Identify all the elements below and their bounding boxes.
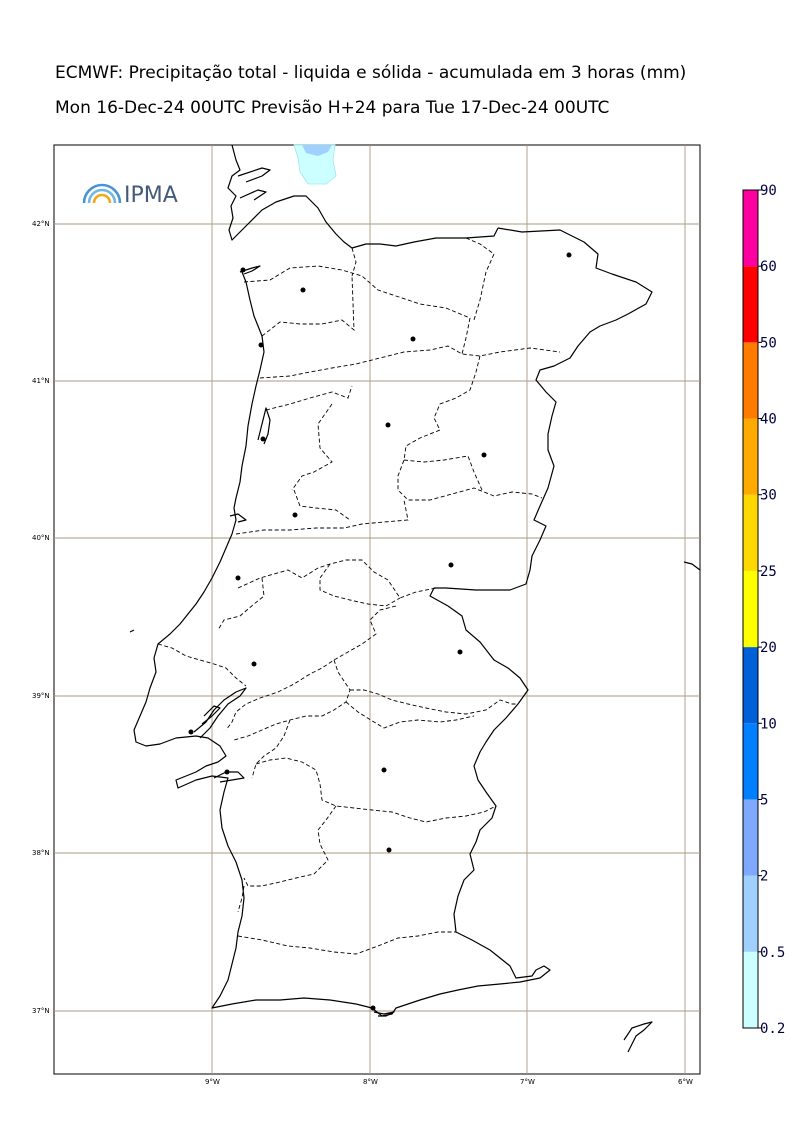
station-dot	[224, 769, 230, 775]
mondego-mouth	[229, 513, 247, 523]
lat-label-39: 39°N	[32, 692, 50, 700]
station-dot	[457, 649, 463, 655]
sado-estuary	[213, 771, 245, 783]
colorbar-segment	[743, 647, 758, 724]
lat-label-41: 41°N	[32, 377, 50, 385]
aveiro-lagoon	[257, 407, 271, 445]
lat-label-42: 42°N	[32, 220, 50, 228]
station-dot	[235, 575, 241, 581]
colorbar-label: 30	[760, 488, 777, 504]
colorbar-segment	[743, 342, 758, 419]
colorbar-segment	[743, 570, 758, 648]
colorbar-label: 0.5	[760, 945, 785, 961]
station-dot	[385, 422, 391, 428]
faro-ria	[373, 1011, 395, 1017]
graticule	[54, 145, 700, 1074]
tejo-estuary	[193, 687, 247, 739]
logo-text: IPMA	[124, 183, 178, 208]
colorbar-label: 10	[760, 716, 777, 732]
station-dot	[370, 1005, 376, 1011]
colorbar-label: 5	[760, 792, 768, 808]
station-dot	[258, 342, 264, 348]
lon-label-9w: 9°W	[205, 1078, 220, 1086]
colorbar-segment	[743, 723, 758, 800]
station-dot	[251, 661, 257, 667]
precipitation-area	[293, 144, 337, 185]
colorbar-segment	[743, 799, 758, 876]
colorbar-segment	[743, 951, 758, 1028]
ipma-logo: IPMA	[82, 183, 178, 208]
district-borders	[157, 237, 561, 955]
galicia-ria	[237, 167, 271, 183]
rainbow-arcs-icon	[82, 183, 122, 204]
station-dot	[300, 287, 306, 293]
colorbar-label: 2	[760, 869, 768, 885]
station-dot	[292, 512, 298, 518]
colorbar-segment	[743, 875, 758, 952]
station-dot	[566, 252, 572, 258]
station-dot	[381, 767, 387, 773]
galicia-coast	[227, 144, 499, 249]
colorbar-label: 90	[760, 183, 777, 199]
lon-label-6w: 6°W	[678, 1078, 693, 1086]
guadiana-mouth	[623, 1021, 653, 1053]
lat-label-40: 40°N	[32, 534, 50, 542]
stations	[188, 252, 572, 1011]
colorbar-label: 60	[760, 259, 777, 275]
station-dot	[386, 847, 392, 853]
station-dot	[481, 452, 487, 458]
colorbar-frame	[742, 189, 759, 1029]
station-dot	[448, 562, 454, 568]
colorbar-segment	[743, 190, 758, 267]
station-dot	[410, 336, 416, 342]
galicia-ria-2	[239, 189, 267, 201]
lat-label-37: 37°N	[32, 1007, 50, 1015]
lon-label-7w: 7°W	[520, 1078, 535, 1086]
station-dot	[188, 729, 194, 735]
islet	[129, 629, 135, 633]
lat-label-38: 38°N	[32, 849, 50, 857]
colorbar-segment	[743, 266, 758, 343]
tejo-estuary-inner	[201, 705, 221, 725]
colorbar-label: 20	[760, 640, 777, 656]
colorbar-label: 25	[760, 564, 777, 580]
station-dot	[260, 436, 266, 442]
map-title: ECMWF: Precipitação total - liquida e só…	[55, 63, 687, 83]
colorbar-label: 50	[760, 335, 777, 351]
colorbar-label: 40	[760, 412, 777, 428]
minho-mouth	[239, 265, 261, 275]
lon-label-8w: 8°W	[363, 1078, 378, 1086]
map-subtitle: Mon 16-Dec-24 00UTC Previsão H+24 para T…	[55, 98, 610, 118]
station-dot	[240, 267, 246, 273]
colorbar-label: 0.2	[760, 1021, 785, 1037]
map-frame	[53, 144, 701, 1075]
spain-east-fragment	[683, 561, 701, 571]
colorbar-segment	[743, 418, 758, 495]
colorbar-segment	[743, 494, 758, 571]
